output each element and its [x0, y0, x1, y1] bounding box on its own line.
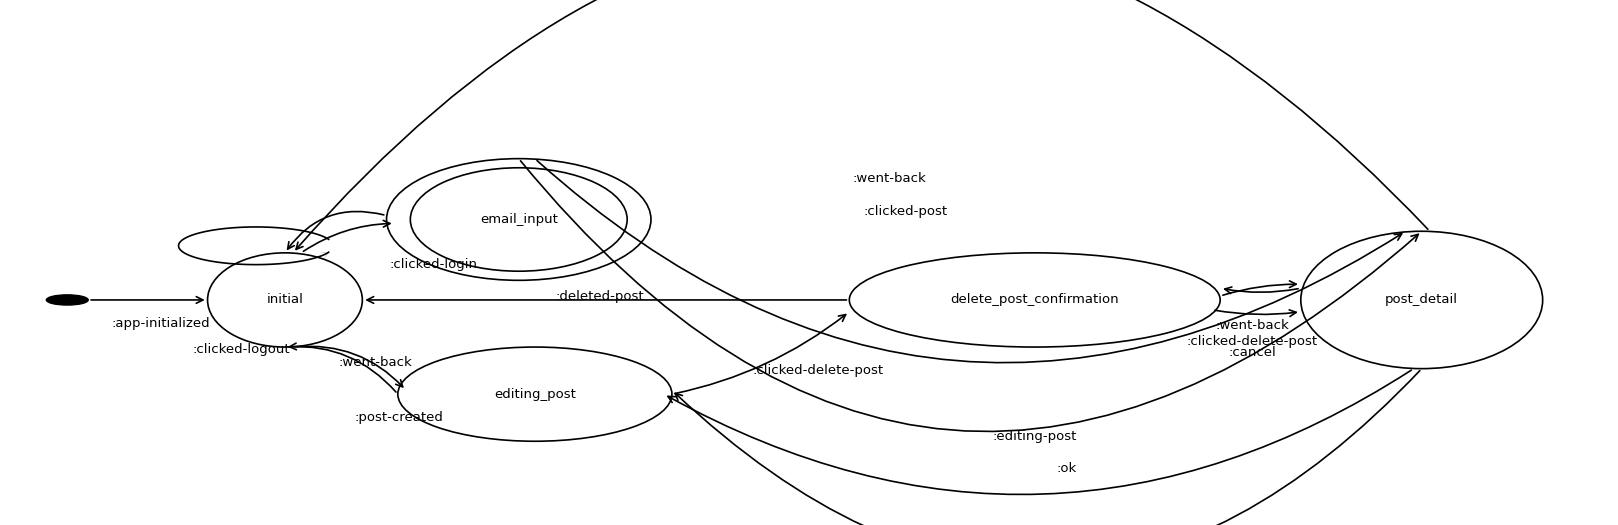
Circle shape — [47, 295, 89, 305]
Text: :went-back: :went-back — [338, 356, 413, 369]
Text: :post-created: :post-created — [354, 411, 443, 424]
Text: delete_post_confirmation: delete_post_confirmation — [950, 293, 1120, 307]
Text: :deleted-post: :deleted-post — [555, 289, 644, 302]
Text: :cancel: :cancel — [1228, 346, 1277, 360]
Text: :clicked-logout: :clicked-logout — [193, 342, 290, 355]
Text: :clicked-login: :clicked-login — [390, 258, 477, 271]
Text: :clicked-post: :clicked-post — [864, 205, 948, 218]
Text: :clicked-delete-post: :clicked-delete-post — [1188, 334, 1319, 348]
Text: email_input: email_input — [481, 213, 558, 226]
Text: :clicked-delete-post: :clicked-delete-post — [752, 364, 883, 377]
Text: :ok: :ok — [1057, 462, 1078, 475]
Text: initial: initial — [267, 293, 304, 307]
Text: :app-initialized: :app-initialized — [112, 317, 210, 330]
Text: post_detail: post_detail — [1385, 293, 1458, 307]
Text: editing_post: editing_post — [493, 387, 576, 401]
Text: :went-back: :went-back — [1215, 319, 1290, 332]
Text: :editing-post: :editing-post — [992, 429, 1078, 443]
Text: :went-back: :went-back — [853, 172, 927, 185]
